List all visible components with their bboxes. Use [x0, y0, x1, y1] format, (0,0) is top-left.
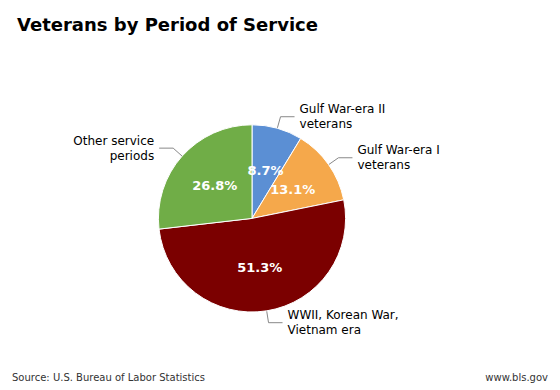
svg-text:13.1%: 13.1% [270, 182, 315, 197]
svg-text:8.7%: 8.7% [247, 163, 283, 178]
svg-text:veterans: veterans [357, 158, 410, 172]
svg-text:51.3%: 51.3% [237, 260, 282, 275]
svg-text:Other service: Other service [73, 134, 154, 148]
svg-text:veterans: veterans [300, 117, 353, 131]
svg-text:www.bls.gov: www.bls.gov [485, 372, 548, 383]
svg-text:26.8%: 26.8% [192, 178, 237, 193]
svg-text:Gulf War-era II: Gulf War-era II [300, 102, 386, 116]
svg-text:Veterans by Period of Service: Veterans by Period of Service [17, 14, 318, 35]
svg-text:Source: U.S. Bureau of Labor S: Source: U.S. Bureau of Labor Statistics [12, 372, 205, 383]
svg-text:periods: periods [110, 149, 154, 163]
svg-text:Vietnam era: Vietnam era [288, 323, 362, 337]
svg-text:Gulf War-era I: Gulf War-era I [357, 143, 439, 157]
svg-text:WWII, Korean War,: WWII, Korean War, [288, 308, 399, 322]
